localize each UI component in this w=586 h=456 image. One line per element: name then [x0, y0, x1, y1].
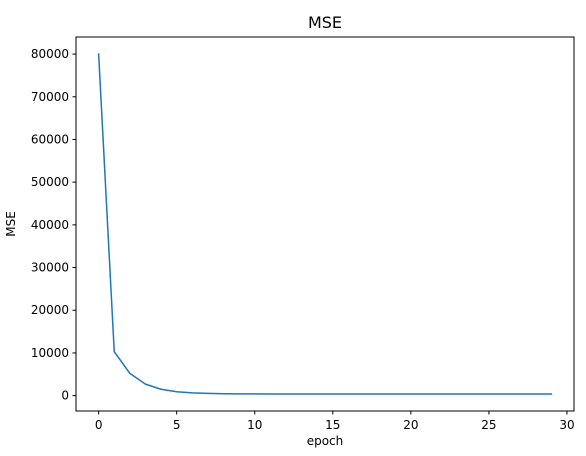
y-axis-ticks: 0 10000 20000 30000 40000 50000 60000 70000 8000…	[31, 47, 76, 403]
y-tick-label: 80000	[31, 47, 69, 61]
x-axis-title: epoch	[307, 434, 344, 448]
chart-title: MSE	[308, 13, 342, 32]
x-tick-label: 15	[325, 418, 340, 432]
y-tick-label: 40000	[31, 218, 69, 232]
y-tick-label: 20000	[31, 303, 69, 317]
y-tick-label: 30000	[31, 261, 69, 275]
x-tick-label: 30	[559, 418, 574, 432]
x-tick-label: 25	[481, 418, 496, 432]
plot-frame	[75, 36, 575, 412]
x-tick-label: 5	[173, 418, 181, 432]
series-line-1	[97, 53, 553, 395]
y-axis-title: MSE	[4, 211, 18, 237]
x-tick-label: 20	[403, 418, 418, 432]
y-tick-label: 60000	[31, 132, 69, 146]
x-axis-ticks: 0 5 10 15 20 25 30	[95, 411, 575, 432]
y-tick-label: 50000	[31, 175, 69, 189]
y-tick-label: 10000	[31, 346, 69, 360]
series-layer	[97, 53, 553, 395]
x-tick-label: 10	[247, 418, 262, 432]
y-tick-label: 70000	[31, 90, 69, 104]
y-tick-label: 0	[61, 389, 69, 403]
x-tick-label: 0	[95, 418, 103, 432]
